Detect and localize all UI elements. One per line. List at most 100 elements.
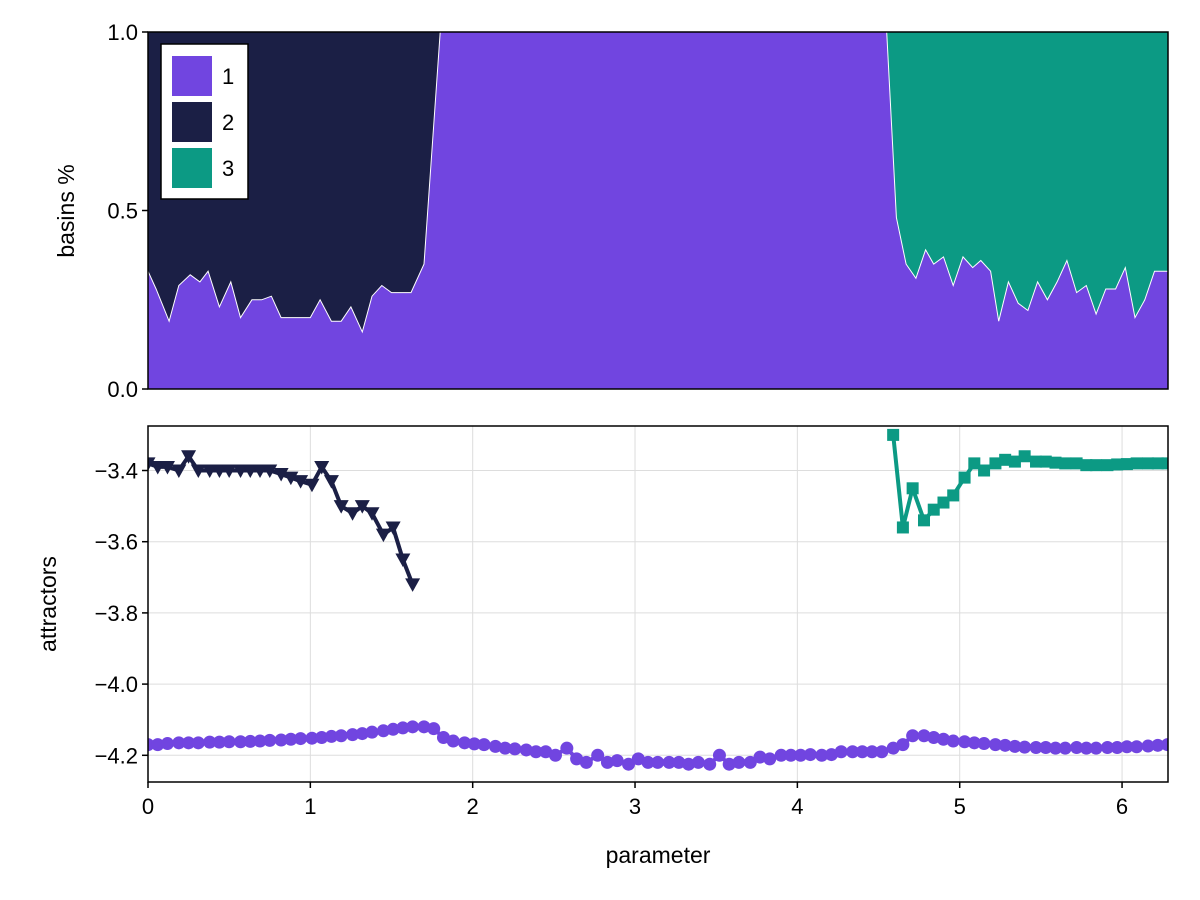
basin-area-2: [148, 32, 1168, 332]
attractor-point-2: [252, 464, 268, 478]
attractor-point-3: [1030, 455, 1043, 468]
attractor-point-1: [417, 720, 431, 734]
basins-y-axis-label: basins %: [53, 164, 79, 257]
attractor-point-3: [937, 496, 950, 509]
attractor-point-3: [1049, 456, 1062, 469]
attractor-point-1: [1130, 740, 1144, 754]
attractor-point-1: [203, 735, 217, 749]
attractor-point-1: [488, 739, 502, 753]
basins-y-tick-label: 0.5: [107, 199, 138, 224]
legend-swatch-1: [172, 56, 212, 96]
attractor-point-1: [396, 721, 410, 735]
attractor-point-1: [222, 735, 236, 749]
attractor-point-1: [855, 745, 869, 759]
attractor-point-1: [815, 748, 829, 762]
attractor-point-1: [600, 755, 614, 769]
attractor-point-1: [591, 748, 605, 762]
attractor-point-1: [824, 748, 838, 762]
attractor-point-1: [794, 748, 808, 762]
attractor-point-1: [703, 757, 717, 771]
attractor-point-1: [1058, 741, 1072, 755]
attractor-point-2: [283, 471, 299, 486]
attractor-point-2: [242, 464, 258, 478]
attractor-point-1: [691, 755, 705, 769]
attractor-point-1: [1151, 738, 1165, 752]
attractor-point-1: [936, 732, 950, 746]
attractor-point-1: [774, 748, 788, 762]
attractor-point-1: [548, 748, 562, 762]
x-tick-label: 0: [142, 794, 154, 819]
attractor-point-1: [346, 728, 360, 742]
attractor-point-3: [1130, 457, 1143, 470]
attractor-point-3: [958, 471, 971, 484]
attractor-point-1: [1018, 740, 1032, 754]
attractor-point-1: [498, 741, 512, 755]
attractor-point-3: [1008, 455, 1021, 468]
attractor-point-1: [334, 729, 348, 743]
attractor-point-3: [1101, 459, 1114, 472]
attractor-point-1: [967, 736, 981, 750]
attractor-point-1: [1029, 740, 1043, 754]
attractor-point-3: [1018, 450, 1031, 463]
attractor-point-1: [834, 745, 848, 759]
attractors-y-tick-label: −4.0: [95, 672, 138, 697]
attractor-point-1: [622, 757, 636, 771]
attractor-point-1: [977, 737, 991, 751]
x-tick-label: 6: [1116, 794, 1128, 819]
attractor-point-1: [212, 735, 226, 749]
attractor-point-1: [1008, 739, 1022, 753]
attractor-point-2: [304, 478, 320, 493]
attractor-point-1: [917, 729, 931, 743]
attractor-point-2: [333, 500, 349, 514]
attractor-point-1: [467, 737, 481, 751]
attractors-y-axis-label: attractors: [35, 556, 61, 652]
attractor-point-1: [875, 745, 889, 759]
attractor-point-1: [243, 734, 257, 748]
attractor-point-1: [477, 738, 491, 752]
attractor-point-2: [148, 457, 156, 471]
attractor-point-1: [508, 742, 522, 756]
attractor-point-3: [1090, 459, 1103, 472]
attractor-point-1: [865, 745, 879, 759]
x-axis-label: parameter: [606, 842, 711, 868]
attractor-point-1: [263, 733, 277, 747]
attractor-point-1: [253, 734, 267, 748]
basins-panel: 0.0 0.5 1.0 basins % 1 2 3: [53, 20, 1169, 402]
attractor-point-3: [1080, 459, 1093, 472]
attractor-point-1: [927, 731, 941, 744]
attractor-point-1: [958, 735, 972, 749]
attractor-point-2: [233, 464, 249, 478]
attractor-point-2: [314, 460, 330, 475]
basins-y-tick-label: 0.0: [107, 377, 138, 402]
attractor-point-1: [1141, 739, 1155, 753]
attractor-point-1: [324, 729, 338, 743]
attractor-point-1: [1079, 741, 1093, 755]
attractor-point-1: [662, 755, 676, 769]
attractor-point-1: [560, 741, 574, 755]
attractor-point-1: [651, 755, 665, 769]
legend-label-2: 2: [222, 110, 234, 135]
attractor-point-1: [998, 738, 1012, 752]
attractor-point-3: [1120, 458, 1133, 471]
attractor-point-2: [181, 450, 197, 464]
attractor-point-3: [1059, 457, 1072, 470]
attractor-point-1: [732, 755, 746, 769]
attractor-point-1: [803, 748, 817, 762]
attractor-point-1: [191, 736, 205, 750]
attractor-point-1: [1039, 740, 1053, 754]
attractor-point-2: [405, 578, 421, 592]
attractor-point-2: [221, 464, 237, 478]
x-tick-label: 1: [304, 794, 316, 819]
attractors-plot-frame: [147, 425, 1169, 783]
attractor-point-2: [150, 460, 166, 475]
basins-y-tick-label: 1.0: [107, 20, 138, 45]
attractor-point-1: [458, 736, 472, 750]
attractor-point-1: [988, 738, 1002, 752]
attractor-point-3: [1070, 457, 1083, 470]
attractor-point-3: [927, 503, 940, 516]
attractor-point-3: [1151, 457, 1164, 470]
attractor-point-1: [763, 752, 777, 766]
legend: 1 2 3: [160, 43, 249, 200]
attractor-point-1: [274, 733, 288, 747]
